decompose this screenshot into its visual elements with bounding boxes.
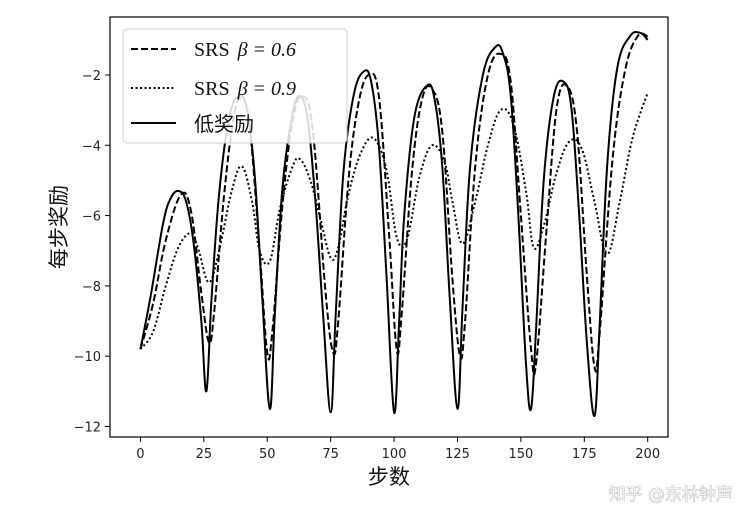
x-tick-label: 200 (635, 447, 660, 462)
y-axis-label: 每步奖励 (47, 185, 71, 269)
x-tick-label: 100 (382, 447, 407, 462)
legend-label-low-reward: 低奖励 (194, 113, 254, 136)
legend-label-srs-0.9-beta: β = 0.9 (237, 78, 296, 100)
legend-label-srs-0.6-prefix: SRS (194, 39, 230, 61)
y-axis-ticks: −12 −10 −8 −6 −4 −2 (74, 69, 110, 435)
y-tick-label: −6 (82, 210, 101, 225)
y-tick-label: −10 (74, 350, 101, 365)
legend-label-srs-0.6-beta: β = 0.6 (237, 39, 296, 61)
x-tick-label: 125 (445, 447, 470, 462)
legend-label-srs-0.9: SRS β = 0.9 (194, 78, 296, 100)
watermark: 知乎 @东林钟声 (609, 485, 733, 505)
x-tick-label: 25 (196, 447, 213, 462)
x-axis-label: 步数 (368, 465, 410, 489)
y-tick-label: −4 (82, 139, 101, 154)
x-tick-label: 50 (259, 447, 276, 462)
legend-label-srs-0.9-prefix: SRS (194, 78, 230, 100)
plot-area-frame (109, 16, 669, 438)
x-axis-ticks: 0 25 50 75 100 125 150 175 200 (136, 437, 660, 462)
x-tick-label: 175 (572, 447, 597, 462)
x-tick-label: 0 (136, 447, 144, 462)
legend-label-srs-0.6: SRS β = 0.6 (194, 39, 296, 61)
legend-box (122, 28, 348, 144)
y-tick-label: −2 (82, 69, 101, 84)
x-tick-label: 150 (508, 447, 533, 462)
series-line-srs-0.9 (139, 92, 649, 350)
y-tick-label: −8 (82, 280, 101, 295)
x-tick-label: 75 (322, 447, 339, 462)
legend: SRS β = 0.6 SRS β = 0.9 低奖励 (122, 28, 348, 144)
y-tick-label: −12 (74, 420, 101, 435)
